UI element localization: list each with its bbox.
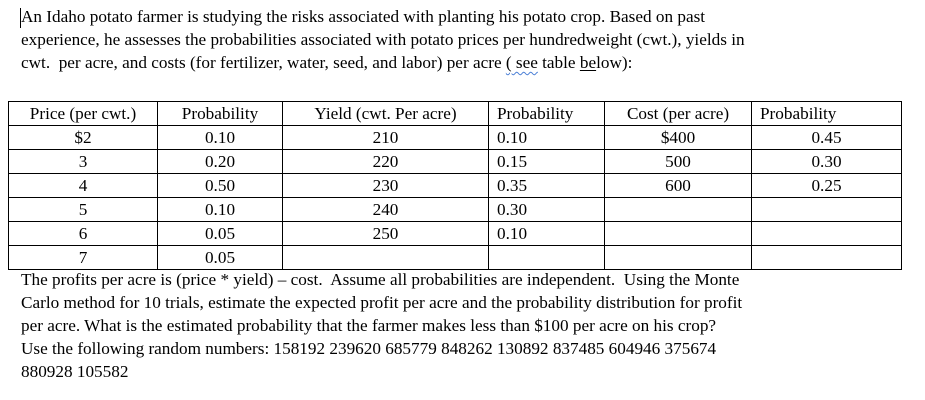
intro-line-2: experience, he assesses the probabilitie… — [21, 30, 745, 49]
underlined-be: be — [579, 53, 597, 72]
header-cost: Cost (per acre) — [604, 101, 752, 126]
word-low: low): — [596, 53, 633, 72]
price-probability-cell: 0.05 — [157, 221, 283, 246]
price-cell: 6 — [8, 221, 158, 246]
cost-probability-cell: 0.45 — [751, 125, 902, 150]
word-see: see — [511, 53, 538, 72]
question-line-1: The profits per acre is (price * yield) … — [21, 270, 740, 289]
yield-cell: 210 — [282, 125, 489, 150]
cost-cell — [604, 221, 752, 246]
header-cost-probability: Probability — [751, 101, 902, 126]
yield-cell: 220 — [282, 149, 489, 174]
yield-cell: 250 — [282, 221, 489, 246]
price-probability-cell: 0.10 — [157, 125, 283, 150]
intro-line-3: cwt. per acre, and costs (for fertilizer… — [21, 51, 745, 74]
cost-cell: $400 — [604, 125, 752, 150]
cost-probability-cell: 0.30 — [751, 149, 902, 174]
intro-line-3-text: cwt. per acre, and costs (for fertilizer… — [21, 53, 506, 72]
cost-probability-cell: 0.25 — [751, 173, 902, 198]
table-row: 6 0.05 250 0.10 — [8, 221, 902, 246]
price-cell: 7 — [8, 245, 158, 270]
table-row: 5 0.10 240 0.30 — [8, 197, 902, 222]
table-row: 3 0.20 220 0.15 500 0.30 — [8, 149, 902, 174]
spellcheck-flag[interactable]: ( see — [506, 53, 538, 72]
yield-probability-cell: 0.35 — [488, 173, 605, 198]
price-probability-cell: 0.05 — [157, 245, 283, 270]
cost-cell — [604, 245, 752, 270]
table-header-row: Price (per cwt.) Probability Yield (cwt.… — [8, 101, 902, 126]
header-price-probability: Probability — [157, 101, 283, 126]
table-row: $2 0.10 210 0.10 $400 0.45 — [8, 125, 902, 150]
price-cell: 5 — [8, 197, 158, 222]
yield-probability-cell — [488, 245, 605, 270]
probability-table: Price (per cwt.) Probability Yield (cwt.… — [8, 101, 902, 270]
question-paragraph: The profits per acre is (price * yield) … — [21, 268, 742, 383]
question-line-4: Use the following random numbers: 158192… — [21, 339, 717, 358]
cost-probability-cell — [751, 197, 902, 222]
yield-cell: 240 — [282, 197, 489, 222]
question-line-3: per acre. What is the estimated probabil… — [21, 316, 717, 335]
yield-probability-cell: 0.30 — [488, 197, 605, 222]
yield-probability-cell: 0.10 — [488, 125, 605, 150]
price-probability-cell: 0.50 — [157, 173, 283, 198]
price-cell: $2 — [8, 125, 158, 150]
cost-probability-cell — [751, 221, 902, 246]
intro-paragraph: An Idaho potato farmer is studying the r… — [21, 5, 745, 74]
intro-line-1: An Idaho potato farmer is studying the r… — [21, 7, 706, 26]
question-line-5: 880928 105582 — [21, 362, 129, 381]
yield-probability-cell: 0.10 — [488, 221, 605, 246]
price-probability-cell: 0.20 — [157, 149, 283, 174]
question-line-2: Carlo method for 10 trials, estimate the… — [21, 293, 743, 312]
price-probability-cell: 0.10 — [157, 197, 283, 222]
text-cursor — [20, 8, 21, 28]
paren-open: ( — [505, 53, 512, 72]
table-row: 4 0.50 230 0.35 600 0.25 — [8, 173, 902, 198]
cost-cell — [604, 197, 752, 222]
cost-cell: 500 — [604, 149, 752, 174]
yield-cell — [282, 245, 489, 270]
cost-cell: 600 — [604, 173, 752, 198]
header-yield-probability: Probability — [488, 101, 605, 126]
price-cell: 3 — [8, 149, 158, 174]
table-row: 7 0.05 — [8, 245, 902, 270]
word-table: table — [537, 53, 580, 72]
header-yield: Yield (cwt. Per acre) — [282, 101, 489, 126]
price-cell: 4 — [8, 173, 158, 198]
yield-probability-cell: 0.15 — [488, 149, 605, 174]
yield-cell: 230 — [282, 173, 489, 198]
header-price: Price (per cwt.) — [8, 101, 158, 126]
cost-probability-cell — [751, 245, 902, 270]
